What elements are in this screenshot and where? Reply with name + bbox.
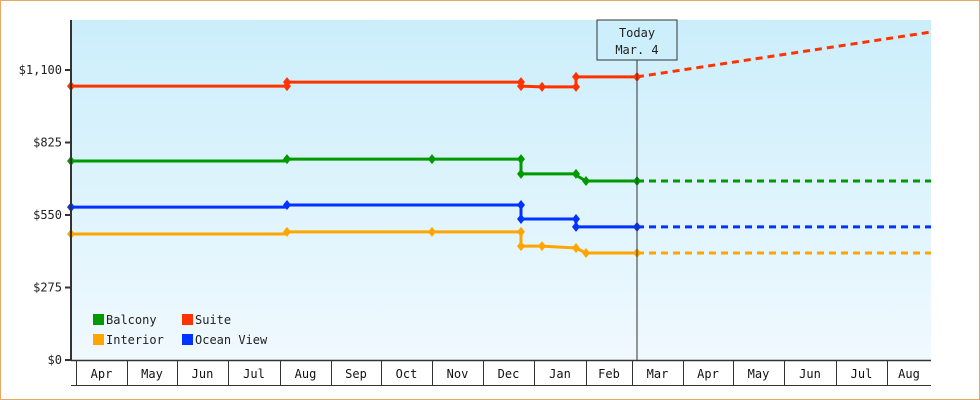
legend-label: Suite [195,313,231,327]
data-point-marker[interactable] [517,226,525,237]
month-label: Apr [697,367,719,381]
data-point-marker[interactable] [538,81,546,92]
month-label: Aug [898,367,920,381]
data-point-marker[interactable] [517,168,525,179]
legend-swatch [93,334,104,345]
month-label: Jul [243,367,265,381]
today-label-box [596,19,678,61]
month-label: Aug [295,367,317,381]
data-point-marker[interactable] [428,154,436,165]
month-label: Nov [447,367,469,381]
data-point-marker[interactable] [572,81,580,92]
legend-label: Balcony [106,313,157,327]
legend-swatch [93,314,104,325]
data-point-marker[interactable] [283,199,291,210]
month-label: Oct [396,367,418,381]
data-point-marker[interactable] [428,226,436,237]
month-label: Jan [549,367,571,381]
data-point-marker[interactable] [572,242,580,253]
data-point-marker[interactable] [582,247,590,258]
today-label: Today [619,26,655,40]
legend-label: Ocean View [195,333,268,347]
month-label: Feb [598,367,620,381]
series-interior [67,226,931,258]
month-label: May [748,367,770,381]
legend-swatch [182,314,193,325]
month-label: Jun [799,367,821,381]
today-marker: Today Mar. 4 [596,19,678,360]
y-tick-label: $825 [33,136,62,150]
data-point-marker[interactable] [582,175,590,186]
month-label: May [141,367,163,381]
data-point-marker[interactable] [572,221,580,232]
data-point-marker[interactable] [572,71,580,82]
y-tick-label: $550 [33,208,62,222]
data-point-marker[interactable] [572,168,580,179]
series-balcony [67,154,931,186]
month-label: Sep [345,367,367,381]
legend-item-balcony[interactable]: Balcony [93,313,157,327]
month-label: Jul [851,367,873,381]
data-point-marker[interactable] [283,77,291,88]
month-label: Mar [647,367,669,381]
series-ocean-view [67,199,931,232]
data-point-marker[interactable] [572,213,580,224]
legend-item-interior[interactable]: Interior [93,333,164,347]
data-point-marker[interactable] [517,81,525,92]
legend-item-suite[interactable]: Suite [182,313,231,327]
month-label: Jun [192,367,214,381]
series-suite [67,30,932,92]
data-point-marker[interactable] [517,199,525,210]
month-label: Apr [91,367,113,381]
plot-area [71,20,931,360]
data-point-marker[interactable] [283,226,291,237]
data-point-marker[interactable] [538,241,546,252]
legend: Balcony Suite Interior Ocean View [93,313,268,347]
today-date: Mar. 4 [615,43,658,57]
data-point-marker[interactable] [517,213,525,224]
legend-item-ocean-view[interactable]: Ocean View [182,333,268,347]
data-point-marker[interactable] [517,241,525,252]
legend-swatch [182,334,193,345]
y-tick-label: $0 [48,353,62,367]
projection-line [636,30,932,79]
legend-label: Interior [106,333,164,347]
axes: $0 $275 $550 $825 $1,100 Apr May Jun Jul Aug Sep Oc… [19,20,931,386]
series-layer [67,30,932,258]
month-label: Dec [498,367,520,381]
y-tick-label: $275 [33,281,62,295]
data-point-marker[interactable] [517,154,525,165]
data-point-marker[interactable] [283,154,291,165]
y-tick-label: $1,100 [19,63,62,77]
